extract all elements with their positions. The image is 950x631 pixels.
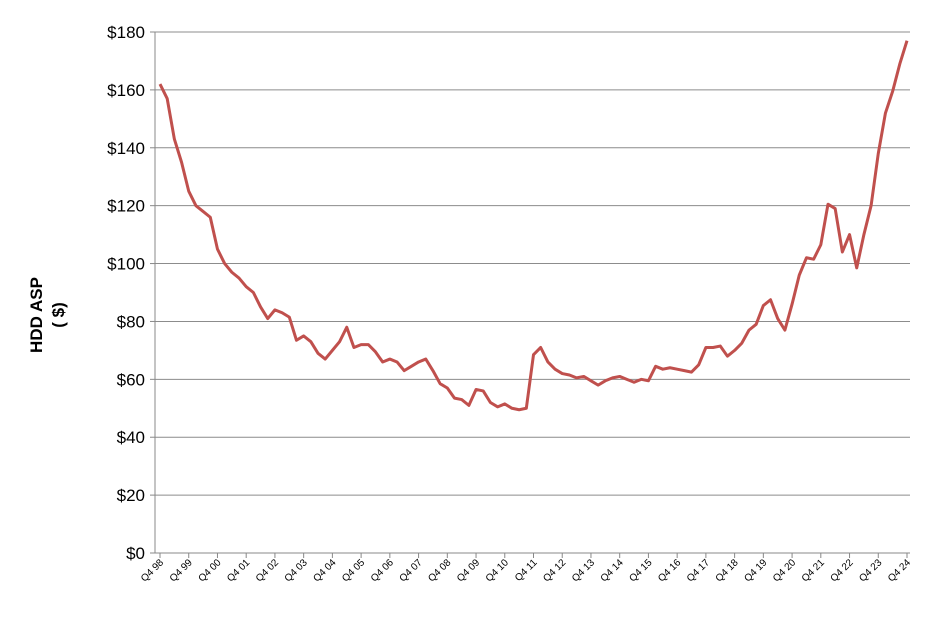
y-tick-label: $80 — [117, 312, 145, 331]
x-tick-label: Q4 00 — [197, 557, 224, 584]
y-tick-label: $0 — [126, 544, 145, 563]
x-tick-label: Q4 16 — [656, 557, 683, 584]
y-tick-label: $120 — [107, 197, 145, 216]
x-tick-label: Q4 99 — [168, 557, 195, 584]
x-tick-label: Q4 01 — [225, 557, 252, 584]
y-tick-label: $40 — [117, 428, 145, 447]
x-tick-label: Q4 08 — [426, 557, 453, 584]
x-tick-label: Q4 22 — [829, 557, 856, 584]
x-tick-label: Q4 17 — [685, 557, 712, 584]
x-tick-label: Q4 12 — [541, 557, 568, 584]
data-line — [158, 40, 909, 412]
x-tick-label: Q4 15 — [627, 557, 654, 584]
x-tick-label: Q4 09 — [455, 557, 482, 584]
x-tick-label: Q4 18 — [714, 557, 741, 584]
x-tick-label: Q4 13 — [570, 557, 597, 584]
y-tick-label: $180 — [107, 23, 145, 42]
x-tick-label: Q4 19 — [742, 557, 769, 584]
x-tick-label: Q4 14 — [599, 557, 626, 584]
y-axis-label: HDD ASP — [27, 277, 46, 353]
x-tick-label: Q4 02 — [254, 557, 281, 584]
y-tick-label: $20 — [117, 486, 145, 505]
x-tick-label: Q4 06 — [369, 557, 396, 584]
x-tick-label: Q4 21 — [800, 557, 827, 584]
x-tick-label: Q4 10 — [484, 557, 511, 584]
y-tick-label: $60 — [117, 370, 145, 389]
x-tick-label: Q4 05 — [340, 557, 367, 584]
x-tick-label: Q4 23 — [857, 557, 884, 584]
y-tick-label: $140 — [107, 139, 145, 158]
x-tick-label: Q4 11 — [513, 557, 540, 584]
y-tick-label: $160 — [107, 81, 145, 100]
x-tick-label: Q4 20 — [771, 557, 798, 584]
y-tick-label: $100 — [107, 255, 145, 274]
y-axis-label: ( $) — [49, 302, 68, 328]
x-tick-label: Q4 03 — [283, 557, 310, 584]
x-tick-label: Q4 04 — [311, 557, 338, 584]
x-tick-label: Q4 24 — [886, 557, 913, 584]
x-tick-label: Q4 07 — [398, 557, 425, 584]
